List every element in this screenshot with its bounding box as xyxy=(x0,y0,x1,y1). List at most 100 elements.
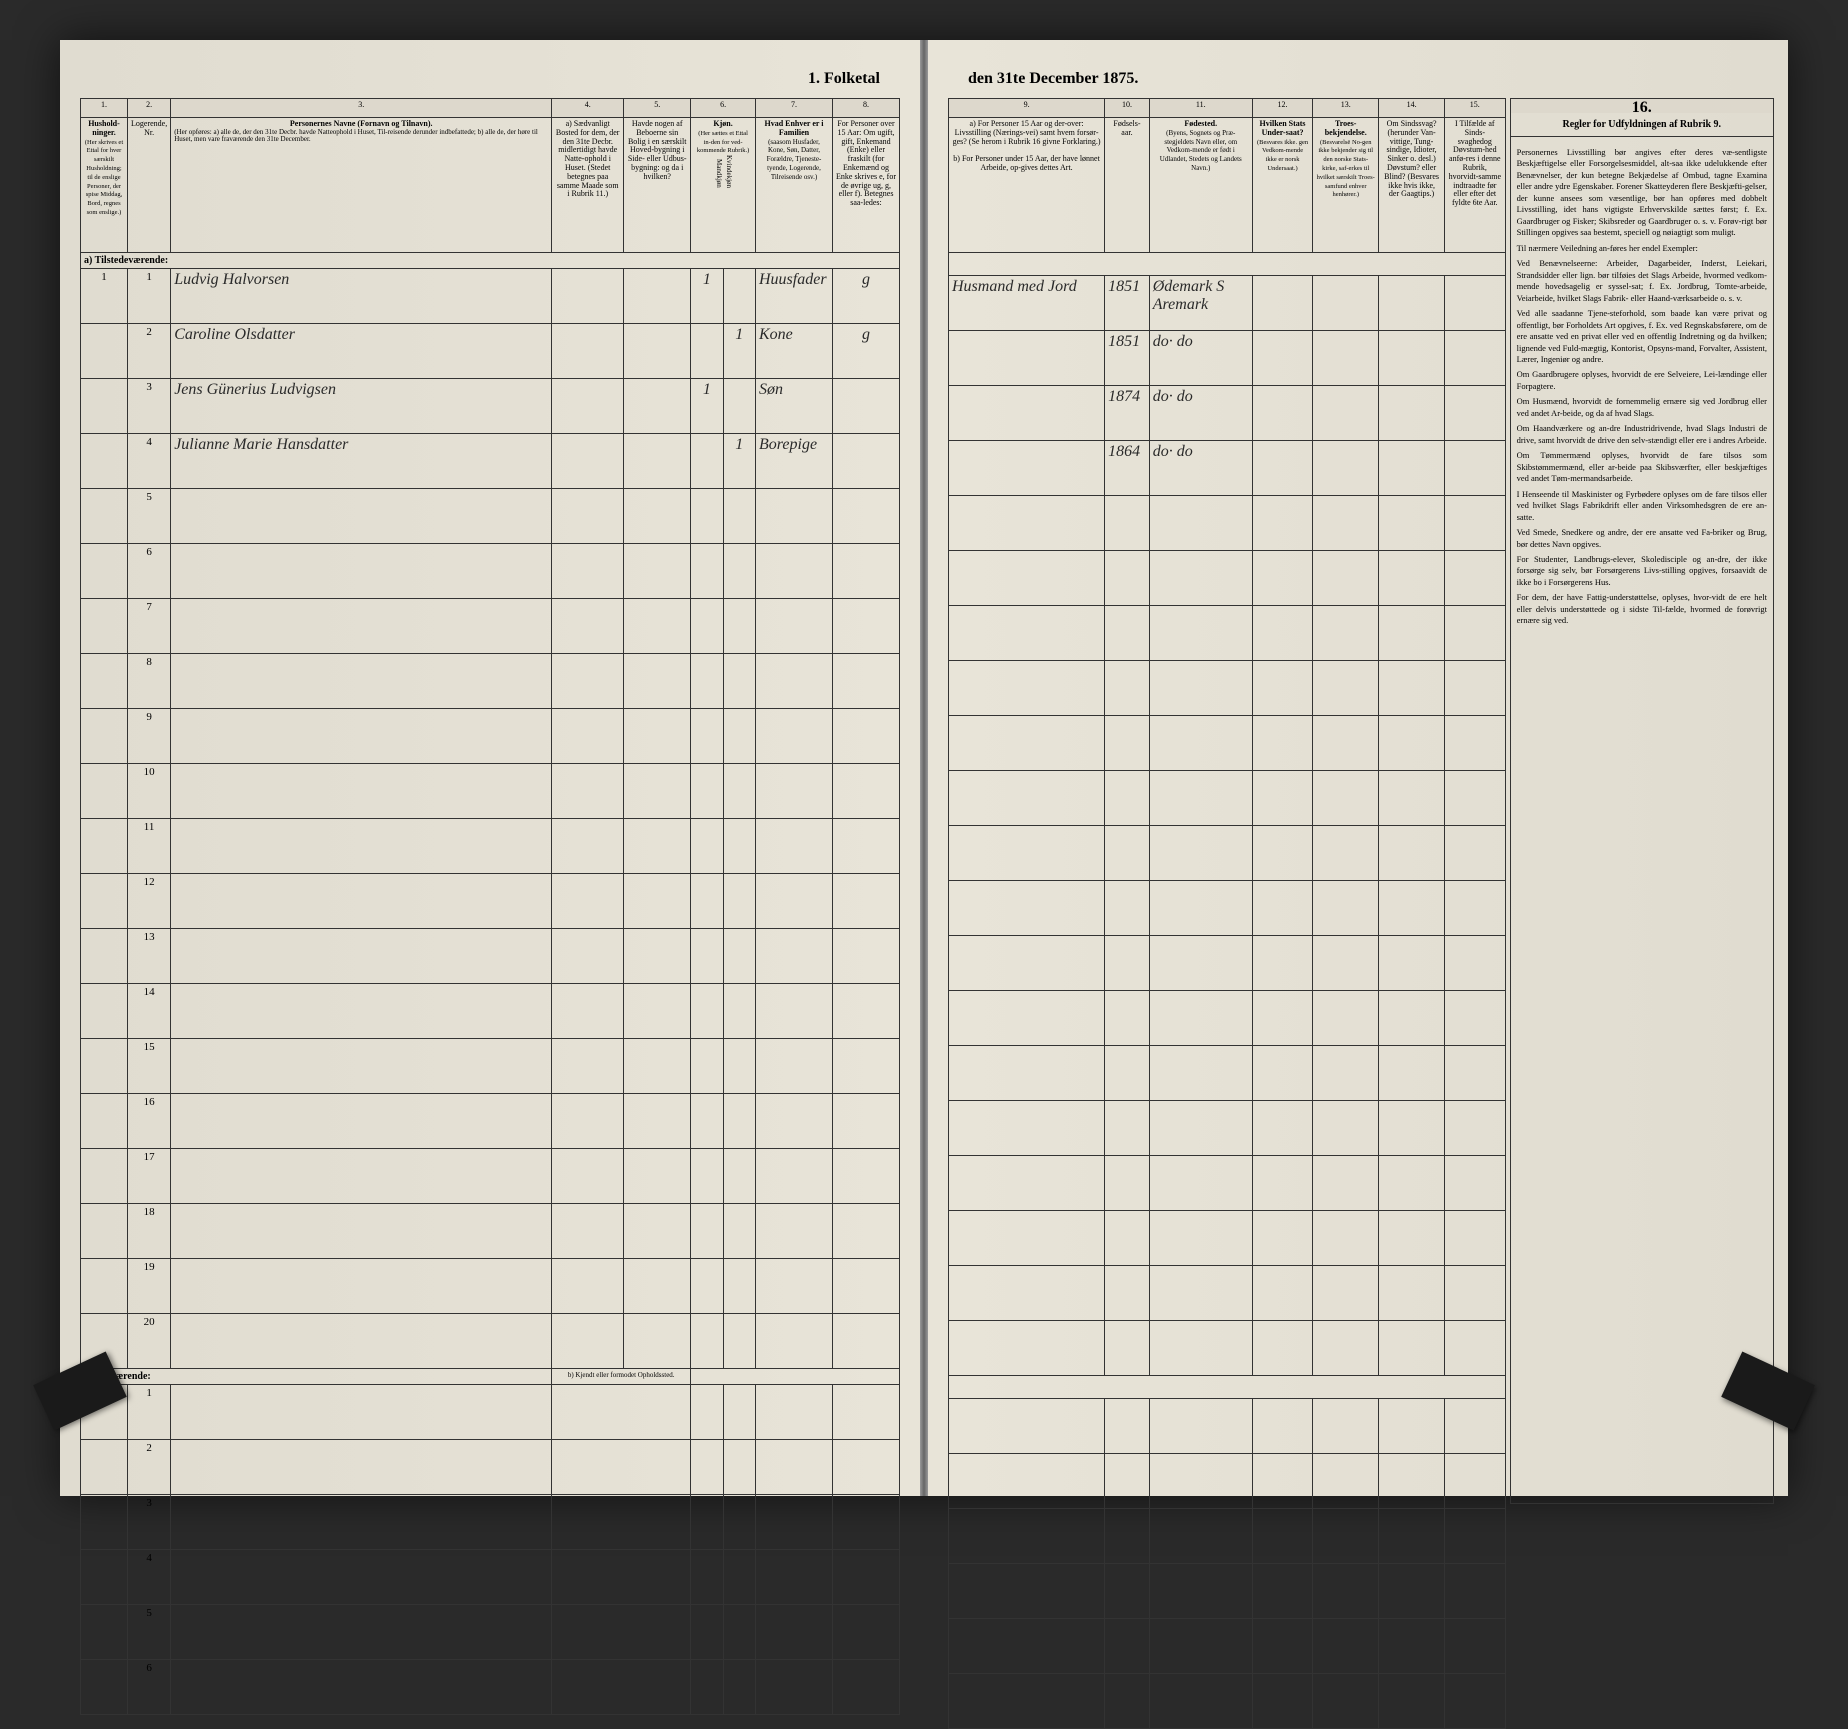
table-row: 5 xyxy=(81,1605,900,1660)
col-num: 10. xyxy=(1105,99,1150,118)
instructions-panel: 16. Regler for Udfyldningen af Rubrik 9.… xyxy=(1510,98,1774,1504)
table-row: 3Jens Günerius Ludvigsen1Søn xyxy=(81,379,900,434)
col-num: 6. xyxy=(691,99,756,118)
col-num: 7. xyxy=(756,99,833,118)
instruction-paragraph: Ved alle saadanne Tjene-steforhold, som … xyxy=(1517,308,1767,365)
table-row: 11 xyxy=(81,819,900,874)
instruction-paragraph: Om Haandværkere og an-dre Industridriven… xyxy=(1517,423,1767,446)
table-row: 1 xyxy=(81,1385,900,1440)
col-num: 2. xyxy=(128,99,171,118)
col-num: 4. xyxy=(552,99,624,118)
table-row: 18 xyxy=(81,1204,900,1259)
table-row: 10 xyxy=(81,764,900,819)
instruction-paragraph: Ved Benævnelseerne: Arbeider, Dagarbeide… xyxy=(1517,258,1767,304)
instruction-paragraph: For Studenter, Landbrugs-elever, Skoledi… xyxy=(1517,554,1767,588)
header-col11: Fødested.(Byens, Sognets og Præ-stegjeld… xyxy=(1149,118,1252,253)
table-row xyxy=(949,1509,1506,1564)
header-col8: For Personer over 15 Aar: Om ugift, gift… xyxy=(833,118,900,253)
instruction-paragraph: I Henseende til Maskinister og Fyrbødere… xyxy=(1517,489,1767,523)
col-num: 9. xyxy=(949,99,1105,118)
col-num: 16. xyxy=(1511,99,1773,113)
table-row: 8 xyxy=(81,654,900,709)
table-row: Husmand med Jord1851Ødemark S Aremark xyxy=(949,276,1506,331)
section-b-col4: b) Kjendt eller formodet Opholdssted. xyxy=(552,1369,691,1385)
table-row xyxy=(949,1454,1506,1509)
table-row: 15 xyxy=(81,1039,900,1094)
instruction-paragraph: Til nærmere Veiledning an-føres her ende… xyxy=(1517,243,1767,254)
section-a-label: a) Tilstedeværende: xyxy=(81,253,900,269)
table-row xyxy=(949,826,1506,881)
table-row: 13 xyxy=(81,929,900,984)
table-row xyxy=(949,716,1506,771)
table-row xyxy=(949,551,1506,606)
census-table-left: 1. 2. 3. 4. 5. 6. 7. 8. Hushold-ninger.(… xyxy=(80,98,900,1715)
instructions-body: Personernes Livsstilling bør angives eft… xyxy=(1511,137,1773,637)
table-row: 6 xyxy=(81,1660,900,1715)
col-num: 13. xyxy=(1313,99,1379,118)
header-col3: Personernes Navne (Fornavn og Tilnavn).(… xyxy=(171,118,552,253)
table-row: 7 xyxy=(81,599,900,654)
header-col4: a) Sædvanligt Bosted for dem, der den 31… xyxy=(552,118,624,253)
col-num: 11. xyxy=(1149,99,1252,118)
header-col7: Hvad Enhver er i Familien(saasom Husfade… xyxy=(756,118,833,253)
instruction-paragraph: Om Tømmermænd oplyses, hvorvidt de fare … xyxy=(1517,450,1767,484)
col-num: 3. xyxy=(171,99,552,118)
table-row: 16 xyxy=(81,1094,900,1149)
table-row xyxy=(949,1046,1506,1101)
table-row: 14 xyxy=(81,984,900,1039)
table-row xyxy=(949,936,1506,991)
table-row: 1874do· do xyxy=(949,386,1506,441)
table-row: 1851do· do xyxy=(949,331,1506,386)
table-row xyxy=(949,496,1506,551)
table-row: 20 xyxy=(81,1314,900,1369)
table-row xyxy=(949,606,1506,661)
table-row xyxy=(949,1619,1506,1674)
table-row xyxy=(949,1156,1506,1211)
table-row: 9 xyxy=(81,709,900,764)
table-row: 3 xyxy=(81,1495,900,1550)
header-col14: Om Sindssvag? (herunder Van-vittige, Tun… xyxy=(1379,118,1445,253)
table-row: 4Julianne Marie Hansdatter1Borepige xyxy=(81,434,900,489)
table-row: 17 xyxy=(81,1149,900,1204)
header-col10: Fødsels-aar. xyxy=(1105,118,1150,253)
census-table-right: 9. 10. 11. 12. 13. 14. 15. a) For Person… xyxy=(948,98,1506,1729)
table-row: 2Caroline Olsdatter1Koneg xyxy=(81,324,900,379)
table-row: 2 xyxy=(81,1440,900,1495)
header-col6: Kjøn.(Her sættes et Ettal in-den for ved… xyxy=(691,118,756,253)
table-row xyxy=(949,1101,1506,1156)
table-row xyxy=(949,1266,1506,1321)
instructions-title: Regler for Udfyldningen af Rubrik 9. xyxy=(1511,113,1773,137)
table-row: 12 xyxy=(81,874,900,929)
instruction-paragraph: Personernes Livsstilling bør angives eft… xyxy=(1517,147,1767,239)
header-col5: Havde nogen af Beboerne sin Bolig i en s… xyxy=(624,118,691,253)
col-num: 15. xyxy=(1445,99,1506,118)
table-row: 4 xyxy=(81,1550,900,1605)
table-row xyxy=(949,1399,1506,1454)
header-col13: Troes-bekjendelse.(Besvarelsë No-gen ikk… xyxy=(1313,118,1379,253)
table-row: 5 xyxy=(81,489,900,544)
table-row xyxy=(949,881,1506,936)
table-row: 1864do· do xyxy=(949,441,1506,496)
table-row xyxy=(949,1211,1506,1266)
col-num: 12. xyxy=(1252,99,1313,118)
table-row xyxy=(949,1564,1506,1619)
col-num: 1. xyxy=(81,99,128,118)
table-row: 11Ludvig Halvorsen1Huusfaderg xyxy=(81,269,900,324)
table-row xyxy=(949,991,1506,1046)
page-title-right: den 31te December 1875. xyxy=(948,70,1768,88)
table-row xyxy=(949,661,1506,716)
header-col15: I Tilfælde af Sinds-svaghedog Døvstum-he… xyxy=(1445,118,1506,253)
section-b-label: b) Fraværende: xyxy=(81,1369,552,1385)
instruction-paragraph: Om Husmænd, hvorvidt de fornemmelig ernæ… xyxy=(1517,396,1767,419)
col-num: 14. xyxy=(1379,99,1445,118)
table-row xyxy=(949,1321,1506,1376)
table-row: 6 xyxy=(81,544,900,599)
page-title-left: 1. Folketal xyxy=(80,70,900,88)
col-num: 8. xyxy=(833,99,900,118)
instruction-paragraph: For dem, der have Fattig-understøttelse,… xyxy=(1517,592,1767,626)
header-col9: a) For Personer 15 Aar og der-over: Livs… xyxy=(949,118,1105,253)
header-col12: Hvilken Stats Under-saat?(Besvares ikke.… xyxy=(1252,118,1313,253)
header-col2: Logerende, Nr. xyxy=(128,118,171,253)
table-row xyxy=(949,771,1506,826)
book-spine xyxy=(920,40,928,1496)
